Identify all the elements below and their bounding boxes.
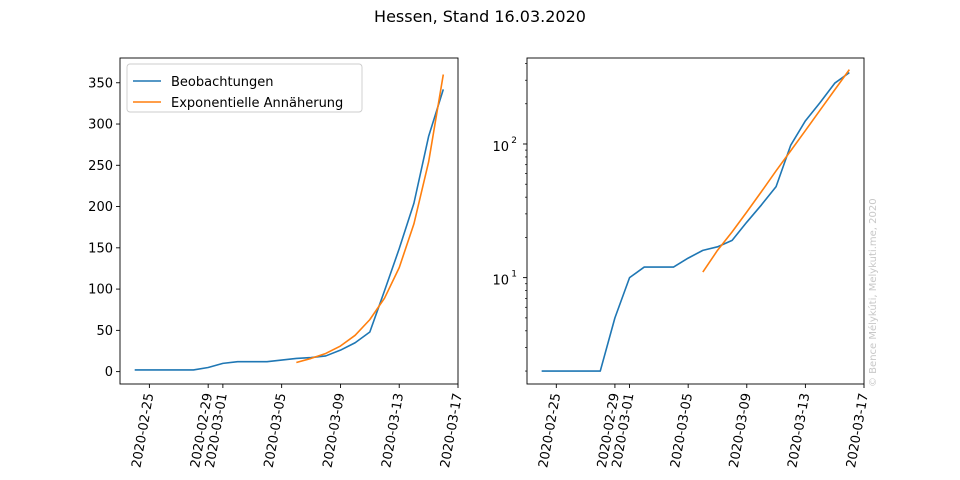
x-tick-label: 2020-03-17 (438, 392, 466, 469)
x-tick-label: 2020-03-09 (727, 392, 755, 469)
y-tick-label: 250 (88, 159, 113, 174)
x-tick-label: 2020-03-09 (320, 392, 348, 469)
y-tick-label: 300 (88, 118, 113, 133)
y-tick-label: 10 (492, 274, 509, 289)
y-tick-label: 0 (105, 365, 113, 380)
y-tick-label: 10 (492, 140, 509, 155)
y-tick-label: 200 (88, 200, 113, 215)
y-tick-label: 50 (96, 324, 113, 339)
y-tick-label-exponent: 2 (511, 136, 517, 146)
x-tick-label: 2020-03-05 (262, 392, 290, 469)
x-tick-label: 2020-02-25 (536, 392, 564, 469)
legend-entry: Exponentielle Annäherung (171, 96, 343, 111)
x-tick-label: 2020-03-13 (379, 392, 407, 469)
y-tick-label: 150 (88, 241, 113, 256)
y-tick-label: 350 (88, 76, 113, 91)
x-tick-label: 2020-02-25 (129, 392, 157, 469)
figure-title: Hessen, Stand 16.03.2020 (374, 7, 586, 26)
x-tick-label: 2020-03-17 (844, 392, 872, 469)
plot-frame (119, 57, 459, 385)
series-line-1 (702, 69, 850, 273)
series-line-1 (296, 74, 445, 364)
series-line-0 (134, 89, 445, 371)
y-tick-label: 100 (88, 283, 113, 298)
x-tick-label: 2020-03-05 (668, 392, 696, 469)
legend-entry: Beobachtungen (171, 75, 274, 90)
y-tick-label-exponent: 1 (511, 270, 517, 280)
plot-frame (526, 57, 865, 385)
series-line-0 (541, 71, 850, 372)
watermark: © Bence Mélykúti, Melykuti.me, 2020 (867, 198, 879, 387)
legend-box (126, 63, 363, 113)
x-tick-label: 2020-03-13 (785, 392, 813, 469)
legend: Beobachtungen Exponentielle Annäherung (126, 63, 363, 113)
